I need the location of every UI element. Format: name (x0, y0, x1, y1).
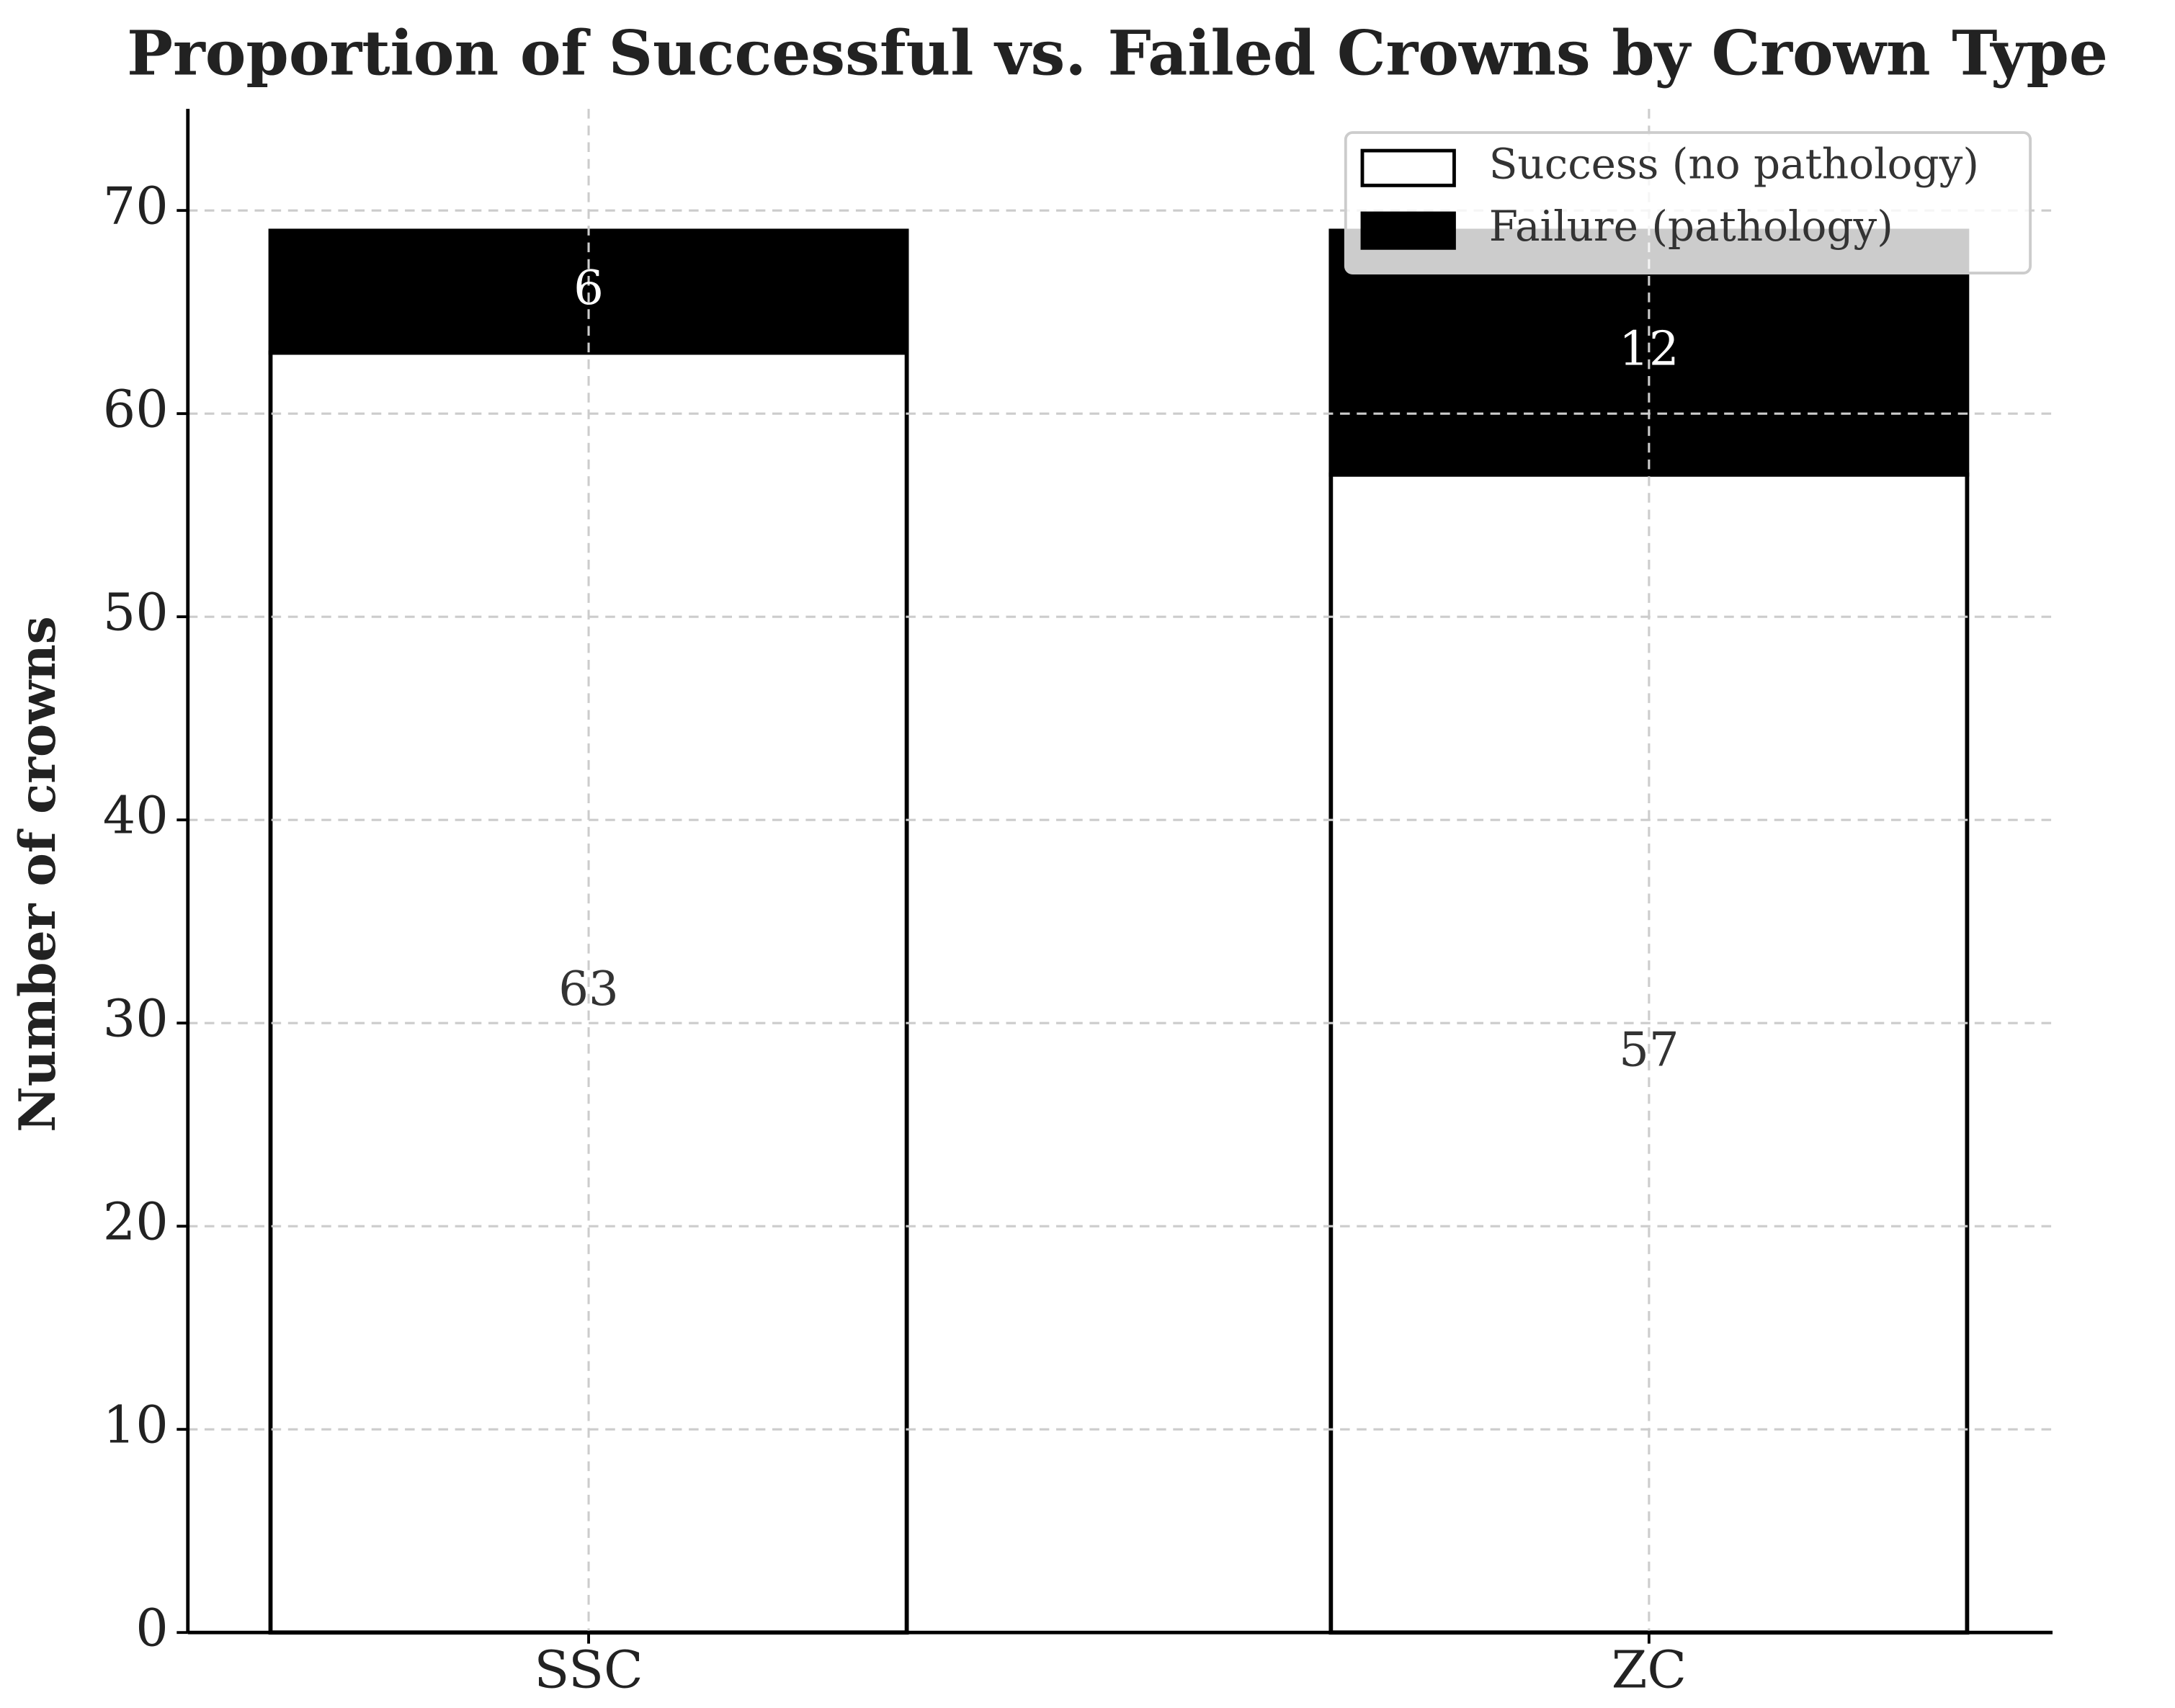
data-label: 12 (1619, 322, 1679, 377)
overlay: 63 6 57 12 0 10 20 30 40 50 60 70 SSC ZC Success (no p… (103, 109, 2053, 1700)
legend-swatch (1360, 148, 1456, 187)
legend-swatch (1360, 211, 1456, 250)
x-tick-label: ZC (1612, 1640, 1687, 1700)
y-tick-label: 60 (103, 380, 169, 439)
y-tick-label: 50 (103, 583, 169, 643)
data-label: 63 (558, 962, 619, 1016)
data-label: 57 (1619, 1022, 1679, 1077)
legend-label: Success (no pathology) (1489, 139, 1979, 188)
x-tick-label: SSC (534, 1640, 643, 1700)
plot-area (268, 228, 1970, 1635)
data-label: 6 (573, 261, 604, 316)
chart-title: Proportion of Successful vs. Failed Crow… (127, 18, 2108, 90)
y-tick-label: 40 (103, 786, 169, 846)
y-tick-label: 20 (103, 1192, 169, 1252)
y-tick-label: 10 (103, 1395, 169, 1455)
legend-box (1344, 131, 2032, 275)
legend-label: Failure (pathology) (1489, 202, 1893, 251)
y-tick-label: 0 (135, 1599, 168, 1658)
y-axis-label: Number of crowns (9, 616, 67, 1132)
y-tick-label: 30 (103, 989, 169, 1049)
y-tick-label: 70 (103, 176, 169, 236)
